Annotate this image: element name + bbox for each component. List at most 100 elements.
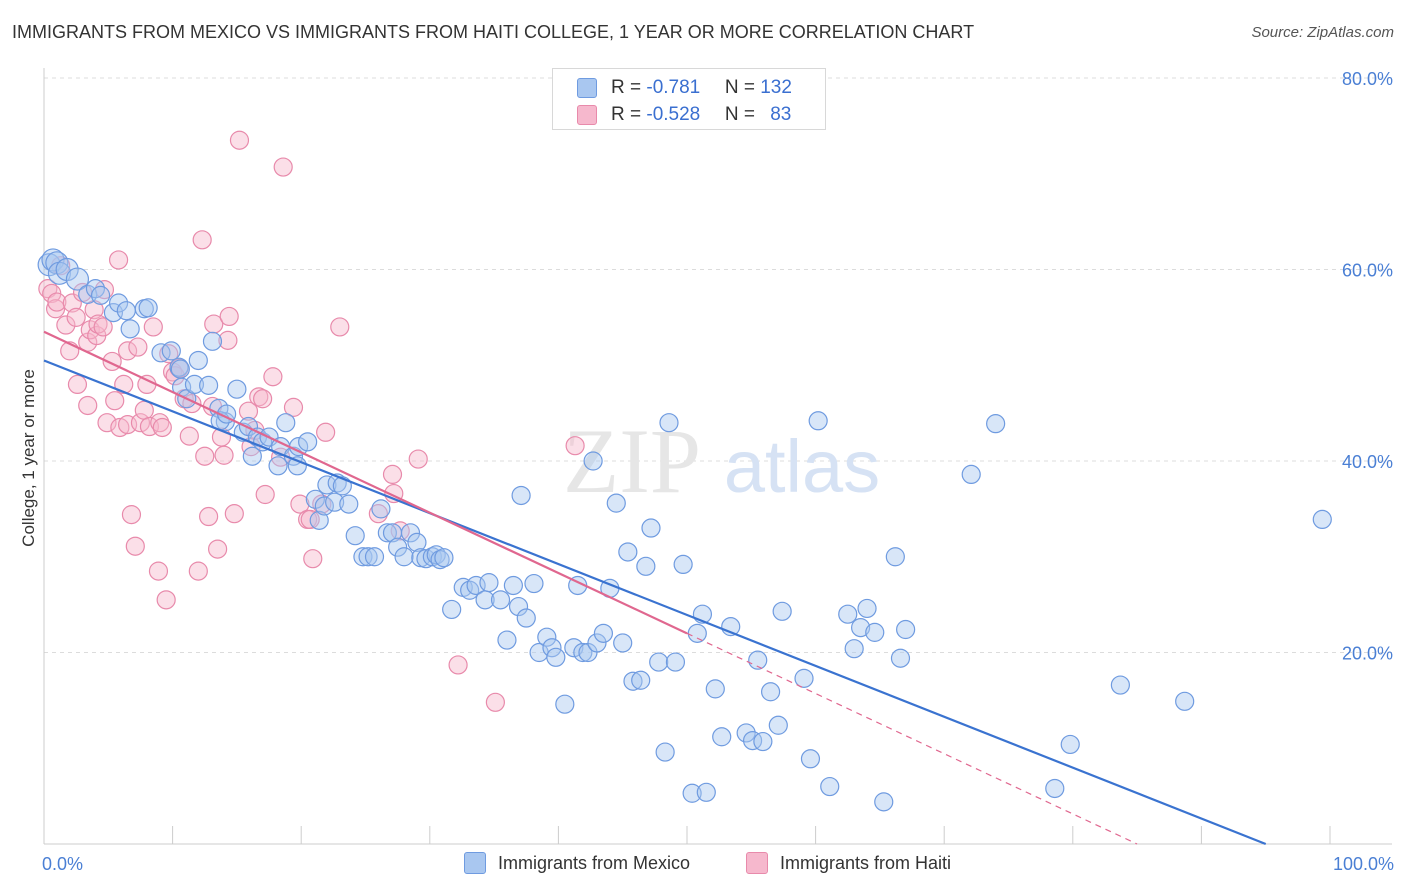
chart-title: IMMIGRANTS FROM MEXICO VS IMMIGRANTS FRO… [12,22,975,42]
haiti-point [382,464,403,485]
mexico-point [874,792,894,812]
haiti-trend-line [43,330,688,635]
mexico-point [184,374,205,394]
haiti-point [195,446,215,466]
mexico-point [161,341,181,361]
mexico-point [364,547,385,567]
mexico-point [227,379,247,399]
mexico-point [800,749,821,769]
mexico-point [696,782,716,802]
mexico-point [394,547,414,567]
mexico-point [511,485,531,506]
mexico-point [371,499,391,519]
haiti-point [255,484,275,505]
haiti-point [218,330,238,350]
mexico-trend-line [43,359,1267,846]
haiti-point [188,561,208,581]
mexico-point [593,623,614,643]
mexico-point [400,523,421,543]
haiti-point [108,250,129,270]
mexico-point [298,432,318,452]
mexico-point [242,446,262,466]
stats-legend: R = -0.781 N = 132 R = -0.528 N = 83 [552,68,826,130]
mexico-point [116,301,136,321]
haiti-n-label: N = [724,104,761,125]
y-tick-label: 40.0% [1342,452,1393,472]
haiti-point [192,230,212,250]
haiti-point [208,539,228,559]
mexico-point [345,526,365,546]
mexico-point [613,633,633,653]
haiti-swatch [577,105,597,125]
mexico-n-value: 132 [760,77,792,98]
mexico-point [542,638,562,658]
haiti-trend-extension [686,632,1138,845]
watermark: ZIP atlas [563,410,880,512]
mexico-point [434,548,454,568]
mexico-point [199,375,219,395]
watermark-zip: ZIP [563,410,701,512]
mexico-point [808,411,828,431]
bottom-mexico-swatch [464,852,486,874]
haiti-point [117,341,138,361]
haiti-point [273,157,293,177]
mexico-point [760,682,781,702]
haiti-point [134,400,154,420]
haiti-point [128,337,148,357]
mexico-point [768,715,788,735]
mexico-r-label: R = [611,77,647,98]
mexico-point [287,456,307,476]
haiti-r-label: R = [611,104,647,125]
haiti-point [214,445,234,465]
mexico-point [442,599,462,620]
mexico-point [748,650,768,670]
watermark-atlas: atlas [724,425,880,508]
mexico-point [407,532,427,552]
mexico-point [138,298,158,318]
mexico-point [537,627,557,647]
haiti-point [179,426,199,446]
haiti-point [105,391,125,411]
x-tick-label: 0.0% [42,854,83,874]
mexico-point [202,331,223,351]
mexico-point [120,319,140,339]
mexico-point [353,547,373,567]
mexico-point [1060,734,1080,755]
haiti-point [143,317,163,337]
mexico-point [687,623,707,643]
mexico-point [1175,691,1195,711]
mexico-r-value: -0.781 [646,77,701,98]
bottom-mexico-label: Immigrants from Mexico [498,853,691,873]
haiti-r-value: -0.528 [646,104,701,125]
axes [43,68,1392,845]
mexico-point [986,414,1006,434]
mexico-point [479,573,499,593]
mexico-point [90,285,111,305]
haiti-point [67,374,88,394]
mexico-point [623,671,643,691]
mexico-point [170,359,190,379]
haiti-point [224,504,244,524]
mexico-point [655,742,675,762]
mexico-point [705,679,725,699]
x-tick-label: 100.0% [1333,854,1394,874]
y-tick-label: 20.0% [1342,644,1393,664]
mexico-point [649,652,669,672]
mexico-point [314,496,334,516]
haiti-point [88,314,108,334]
mexico-point [555,694,575,714]
haiti-point [156,590,176,610]
mexico-point [65,267,90,291]
mexico-point [673,554,693,575]
haiti-point [303,549,323,569]
mexico-point [587,633,607,653]
mexico-point [309,510,329,530]
mexico-point [712,727,732,747]
haiti-point [78,395,98,416]
y-axis-title: College, 1 year or more [19,369,38,547]
mexico-point [358,547,378,567]
mexico-point [890,648,911,668]
mexico-point [885,547,905,567]
haiti-point [283,397,304,417]
